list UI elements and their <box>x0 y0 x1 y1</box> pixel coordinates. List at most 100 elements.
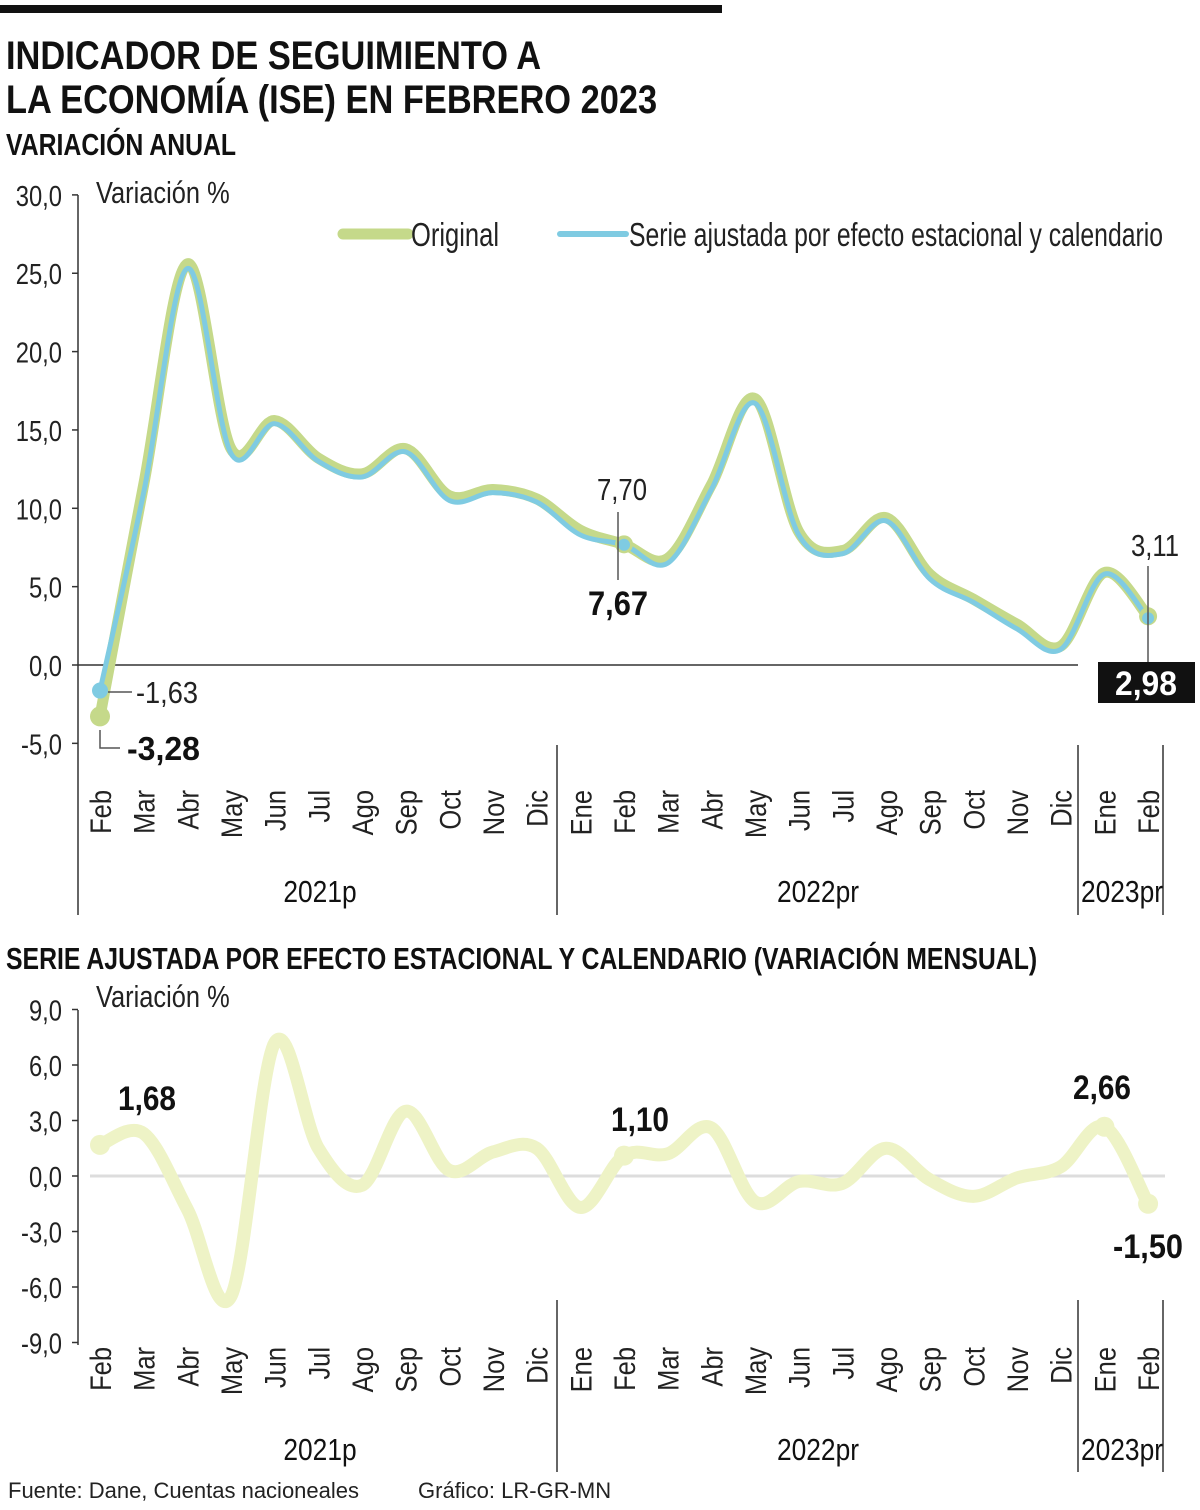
x-month-label: Ene <box>1088 1347 1121 1392</box>
x-month-label: Nov <box>477 790 510 835</box>
x-month-label: May <box>739 1347 772 1395</box>
y-tick-label: 5,0 <box>29 571 62 604</box>
x-year-label: 2022pr <box>777 1433 859 1467</box>
leader-line <box>99 730 120 749</box>
annotation-original-feb-2022: 7,70 <box>597 472 647 507</box>
x-month-label: Ago <box>346 1347 379 1392</box>
x-month-label: Abr <box>695 790 728 830</box>
annotation-monthly: 1,10 <box>611 1101 669 1139</box>
x-month-label: Oct <box>433 790 466 830</box>
x-year-label: 2021p <box>283 1433 356 1467</box>
x-month-label: Abr <box>695 1347 728 1387</box>
x-month-label: May <box>215 790 248 838</box>
point-adjusted-feb-2022 <box>618 538 631 551</box>
y-tick-label: 9,0 <box>29 994 62 1027</box>
point-original-feb-2021 <box>90 706 110 727</box>
x-year-label: 2023pr <box>1081 1433 1163 1467</box>
x-month-label: Sep <box>390 1347 423 1392</box>
x-month-label: Ago <box>346 790 379 835</box>
y-tick-label: -6,0 <box>21 1272 62 1305</box>
y-tick-label: 20,0 <box>16 336 62 369</box>
top-rule <box>0 5 722 13</box>
point-adjusted-feb-2021 <box>92 682 108 699</box>
y-tick-label: 0,0 <box>29 1161 62 1194</box>
x-year-label: 2023pr <box>1081 875 1163 909</box>
x-month-label: Feb <box>84 1347 117 1391</box>
x-month-label: Nov <box>1001 1347 1034 1392</box>
credit-note: Gráfico: LR-GR-MN <box>418 1478 612 1503</box>
point-monthly <box>1094 1116 1115 1137</box>
x-month-label: Feb <box>608 1347 641 1391</box>
x-month-label: Dic <box>1045 790 1078 827</box>
x-month-label: Ago <box>870 1347 903 1392</box>
x-month-label: Feb <box>84 790 117 834</box>
x-month-label: Mar <box>128 790 161 834</box>
y-tick-label: -9,0 <box>21 1327 62 1360</box>
x-month-label: Oct <box>433 1347 466 1387</box>
annotation-adjusted-feb-2021: -1,63 <box>136 675 198 710</box>
source-note: Fuente: Dane, Cuentas nacioneales <box>8 1478 360 1503</box>
x-month-label: Nov <box>477 1347 510 1392</box>
series-adjusted-line <box>97 266 1151 694</box>
x-month-label: Jun <box>259 1347 292 1388</box>
y-axis-label: Variación % <box>96 980 230 1015</box>
x-month-label: Sep <box>390 790 423 835</box>
y-tick-label: 3,0 <box>29 1105 62 1138</box>
point-monthly <box>614 1145 635 1166</box>
x-month-label: Ene <box>1088 790 1121 835</box>
x-month-label: Sep <box>914 1347 947 1392</box>
y-tick-label: 25,0 <box>16 258 62 291</box>
x-month-label: Jul <box>302 790 335 823</box>
annotation-original-feb-2023: 3,11 <box>1131 528 1179 563</box>
x-month-label: Jun <box>783 1347 816 1388</box>
x-month-label: Jun <box>259 790 292 831</box>
y-tick-label: -3,0 <box>21 1216 62 1249</box>
annotation-adjusted-feb-2023: 2,98 <box>1115 665 1177 703</box>
x-month-label: Ene <box>564 790 597 835</box>
x-month-label: May <box>215 1347 248 1395</box>
x-month-label: Jul <box>302 1347 335 1380</box>
x-month-label: Feb <box>1132 790 1165 834</box>
x-month-label: Feb <box>608 790 641 834</box>
title-line-2: LA ECONOMÍA (ISE) EN FEBRERO 2023 <box>6 78 658 122</box>
x-month-label: Jul <box>826 1347 859 1380</box>
x-month-label: Nov <box>1001 790 1034 835</box>
annotation-monthly: -1,50 <box>1113 1228 1183 1266</box>
subtitle: VARIACIÓN ANUAL <box>6 127 237 162</box>
point-monthly <box>1138 1193 1159 1214</box>
x-month-label: Abr <box>171 790 204 830</box>
x-month-label: Abr <box>171 1347 204 1387</box>
x-month-label: Jun <box>783 790 816 831</box>
title-line-1: INDICADOR DE SEGUIMIENTO A <box>6 34 542 78</box>
x-month-label: Feb <box>1132 1347 1165 1391</box>
annotation-adjusted-feb-2022: 7,67 <box>588 585 648 623</box>
x-month-label: Oct <box>957 1347 990 1387</box>
x-month-label: Mar <box>652 790 685 834</box>
annotation-box <box>1098 662 1195 703</box>
x-month-label: Mar <box>128 1347 161 1391</box>
legend-adjusted-label: Serie ajustada por efecto estacional y c… <box>629 216 1163 253</box>
chart2-title: SERIE AJUSTADA POR EFECTO ESTACIONAL Y C… <box>6 941 1038 976</box>
y-tick-label: 6,0 <box>29 1050 62 1083</box>
y-axis-label: Variación % <box>96 176 230 211</box>
x-month-label: Jul <box>826 790 859 823</box>
legend-original-label: Original <box>411 216 499 253</box>
annotation-monthly: 1,68 <box>118 1080 176 1118</box>
y-tick-label: 30,0 <box>16 180 62 213</box>
x-month-label: Ene <box>564 1347 597 1392</box>
x-month-label: Dic <box>1045 1347 1078 1384</box>
y-tick-label: -5,0 <box>21 728 62 761</box>
x-year-label: 2022pr <box>777 875 859 909</box>
x-month-label: Mar <box>652 1347 685 1391</box>
series-monthly-line <box>93 1032 1155 1309</box>
y-tick-label: 15,0 <box>16 415 62 448</box>
x-month-label: Oct <box>957 790 990 830</box>
x-month-label: Sep <box>914 790 947 835</box>
annotation-monthly: 2,66 <box>1073 1069 1131 1107</box>
point-monthly <box>90 1134 110 1155</box>
y-tick-label: 10,0 <box>16 493 62 526</box>
x-month-label: Ago <box>870 790 903 835</box>
x-month-label: Dic <box>521 1347 554 1384</box>
x-year-label: 2021p <box>283 875 356 909</box>
